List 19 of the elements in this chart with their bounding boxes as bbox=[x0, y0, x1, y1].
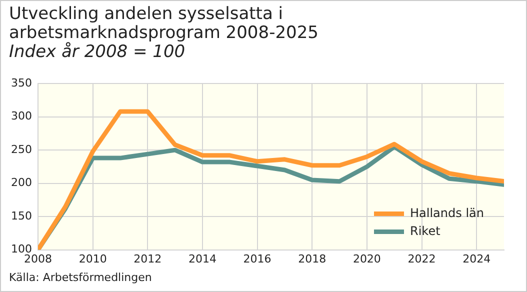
x-tick-label: 2024 bbox=[462, 252, 491, 266]
x-tick-label: 2016 bbox=[243, 252, 272, 266]
text: Källa: Arbetsförmedlingen bbox=[9, 271, 152, 284]
x-tick-label: 2020 bbox=[352, 252, 381, 266]
chart-subtitle: Index år 2008 = 100 bbox=[9, 42, 186, 62]
y-tick-label: 200 bbox=[10, 176, 32, 190]
chart-title: Utveckling andelen sysselsatta i arbetsmarknadsprogram 2008-2025 bbox=[9, 4, 320, 43]
y-tick-label: 350 bbox=[10, 76, 32, 90]
legend-label: Riket bbox=[410, 224, 441, 238]
x-tick-label: 2010 bbox=[78, 252, 107, 266]
y-tick-label: 300 bbox=[10, 110, 32, 123]
x-tick-label: 2012 bbox=[134, 252, 162, 266]
y-tick-label: 150 bbox=[10, 209, 32, 222]
y-tick-label: 250 bbox=[10, 142, 32, 156]
x-tick-label: 2018 bbox=[298, 252, 326, 266]
x-tick-label: 2022 bbox=[408, 252, 436, 266]
x-tick-label: 2008 bbox=[24, 252, 52, 266]
legend-label: Hallands län bbox=[410, 206, 484, 220]
x-tick-label: 2014 bbox=[188, 252, 216, 266]
